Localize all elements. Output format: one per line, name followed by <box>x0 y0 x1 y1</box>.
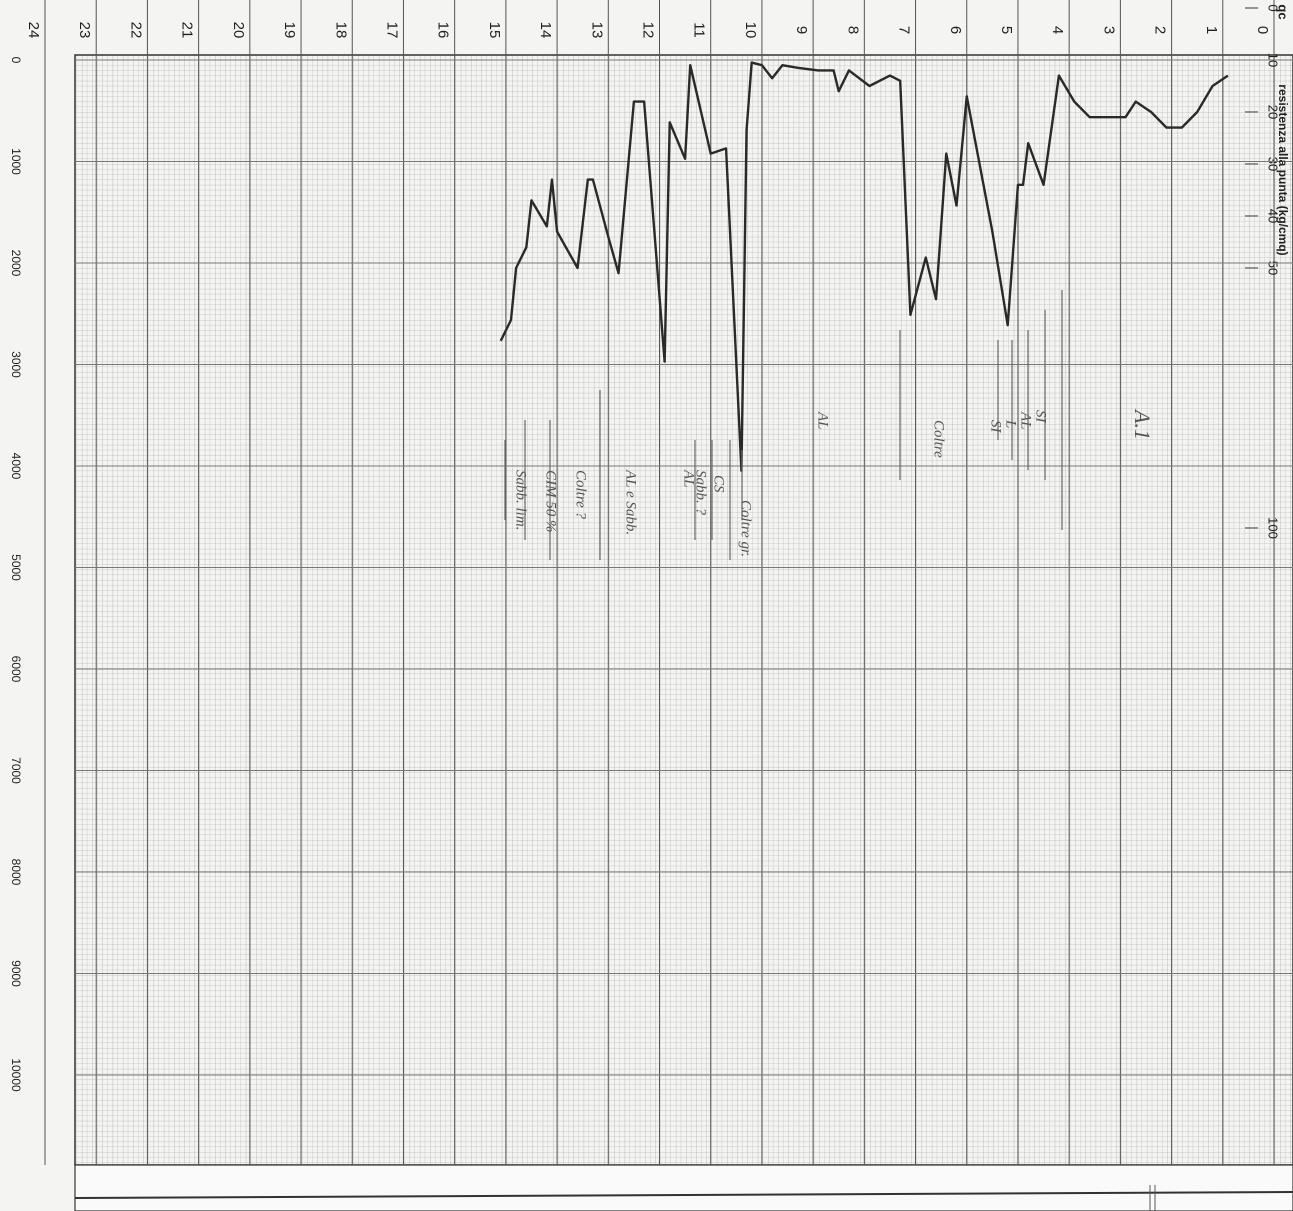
x-tick-label: 15 <box>486 22 503 39</box>
x-tick-label: 8 <box>844 26 861 34</box>
plot-area <box>74 54 1293 1166</box>
handwritten-note: Sabb. lim. <box>513 470 529 530</box>
handwritten-note: AL <box>1018 411 1034 430</box>
y2-tick-label: 2000 <box>9 250 23 277</box>
x-tick-label: 17 <box>383 22 400 39</box>
y2-tick-label: 10000 <box>9 1058 23 1092</box>
x-tick-label: 1 <box>1203 26 1220 34</box>
x-tick-label: 7 <box>896 26 913 34</box>
y2-tick-label: 0 <box>9 57 23 64</box>
handwritten-note: Coltre ? <box>573 470 589 520</box>
y-tick-label: 50 <box>1266 261 1281 275</box>
x-tick-label: 12 <box>640 22 657 39</box>
footer-strip <box>74 1164 1293 1211</box>
y-axis-symbol: qc <box>1276 4 1291 19</box>
y-tick-label: 20 <box>1266 105 1281 119</box>
handwritten-note: AL <box>815 411 831 430</box>
y2-tick-label: 1000 <box>9 148 23 175</box>
y-tick-label: 40 <box>1266 209 1281 223</box>
x-tick-label: 2 <box>1152 26 1169 34</box>
y2-tick-label: 4000 <box>9 453 23 480</box>
y-tick-label: 100 <box>1266 517 1281 539</box>
handwritten-note: Coltre gr. <box>738 500 754 557</box>
handwritten-note: AL <box>681 469 697 488</box>
x-tick-label: 23 <box>76 22 93 39</box>
x-tick-label: 20 <box>230 22 247 39</box>
handwritten-note: Coltre <box>931 420 947 458</box>
x-tick-label: 5 <box>998 26 1015 34</box>
qc-line <box>499 61 1229 472</box>
x-tick-label: 14 <box>537 22 554 39</box>
handwritten-note: CIM 50 % <box>543 470 559 533</box>
handwritten-note: A.1 <box>1130 408 1155 440</box>
x-tick-label: 0 <box>1254 26 1271 34</box>
x-tick-label: 13 <box>588 22 605 39</box>
x-tick-label: 24 <box>25 22 42 39</box>
y2-tick-label: 3000 <box>9 351 23 378</box>
y2-tick-label: 8000 <box>9 859 23 886</box>
y2-tick-label: 6000 <box>9 656 23 683</box>
x-tick-label: 18 <box>332 22 349 39</box>
x-tick-label: 16 <box>435 22 452 39</box>
x-tick-label: 9 <box>793 26 810 34</box>
x-tick-label: 6 <box>947 26 964 34</box>
handwritten-note: L <box>1003 419 1019 428</box>
handwritten-note: CS <box>711 475 727 493</box>
y2-tick-label: 5000 <box>9 554 23 581</box>
y2-tick-label: 7000 <box>9 757 23 784</box>
x-tick-label: 4 <box>1049 26 1066 34</box>
x-tick-label: 11 <box>691 22 708 38</box>
x-tick-label: 22 <box>127 22 144 39</box>
x-tick-label: 21 <box>179 22 196 39</box>
handwritten-note: SI <box>1033 410 1049 424</box>
x-tick-label: 10 <box>742 22 759 39</box>
footer-line <box>74 1191 1293 1199</box>
y-axis-label: resistenza alla punta (kg/cmq) <box>1276 84 1290 255</box>
handwritten-note: Sabb. ? <box>693 470 709 516</box>
y-tick-label: 0 <box>1266 4 1281 11</box>
y-tick-label: 30 <box>1266 157 1281 171</box>
handwritten-note: SI <box>988 420 1004 434</box>
chart-layer: 0123456789101112131415161718192021222324… <box>9 0 1293 1165</box>
y2-tick-label: 9000 <box>9 960 23 987</box>
handwritten-note: AL e Sabb. <box>623 469 639 535</box>
x-tick-label: 3 <box>1100 26 1117 34</box>
x-tick-label: 19 <box>281 22 298 39</box>
